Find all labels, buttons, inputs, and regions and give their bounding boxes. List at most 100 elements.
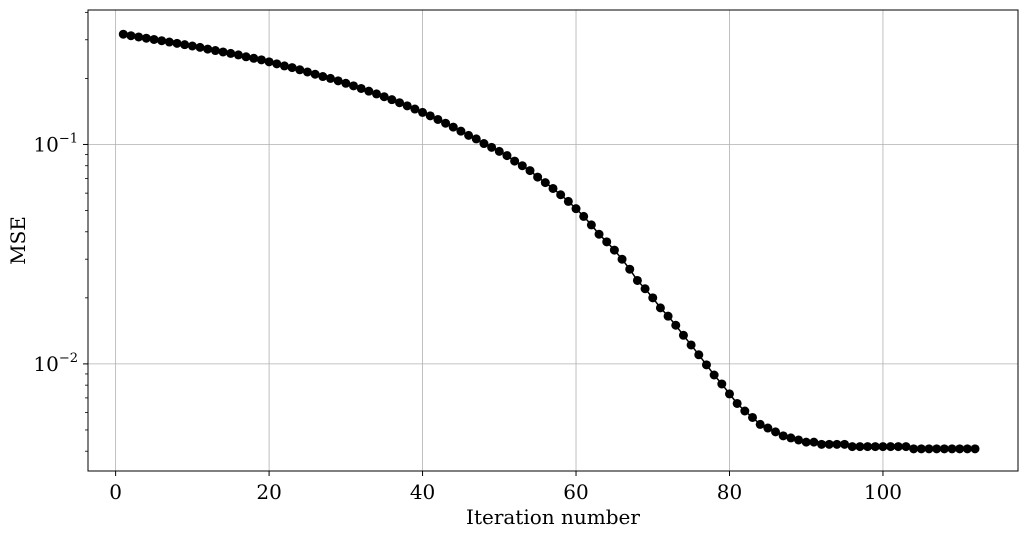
- data-point: [832, 439, 842, 449]
- data-point: [632, 275, 642, 285]
- data-point: [433, 114, 443, 124]
- data-point: [586, 220, 596, 230]
- data-point: [264, 57, 274, 67]
- data-point: [602, 237, 612, 247]
- data-point: [356, 83, 366, 93]
- data-point: [241, 52, 251, 62]
- data-point: [195, 42, 205, 52]
- data-point: [233, 50, 243, 60]
- data-point: [226, 48, 236, 58]
- data-point: [709, 370, 719, 380]
- data-point: [778, 431, 788, 441]
- y-axis-label: MSE: [6, 216, 30, 265]
- data-point: [732, 398, 742, 408]
- data-point: [878, 442, 888, 452]
- data-point: [924, 444, 934, 454]
- data-point: [678, 330, 688, 340]
- data-point: [325, 73, 335, 83]
- data-point: [686, 340, 696, 350]
- data-point: [318, 72, 328, 82]
- data-point: [763, 423, 773, 433]
- data-point: [118, 29, 128, 39]
- data-point: [164, 37, 174, 47]
- data-point: [203, 44, 213, 54]
- data-point: [755, 419, 765, 429]
- data-point: [571, 204, 581, 214]
- x-axis-ticks: 0 20 40 60 80 100: [109, 471, 902, 504]
- data-point: [870, 442, 880, 452]
- data-point: [149, 34, 159, 44]
- data-point: [579, 211, 589, 221]
- data-point: [272, 59, 282, 69]
- data-point: [824, 439, 834, 449]
- data-point: [279, 61, 289, 71]
- data-point: [387, 95, 397, 105]
- data-point: [517, 161, 527, 171]
- data-point: [540, 178, 550, 188]
- grid-lines: [88, 10, 1018, 471]
- data-point: [494, 146, 504, 156]
- data-point: [333, 76, 343, 86]
- data-point: [471, 134, 481, 144]
- mse-line: [123, 33, 976, 450]
- data-point: [134, 32, 144, 42]
- data-point: [410, 104, 420, 114]
- data-point: [724, 389, 734, 399]
- data-point: [456, 126, 466, 136]
- data-point: [533, 172, 543, 182]
- series-mse: [118, 29, 980, 454]
- data-point: [939, 444, 949, 454]
- data-point: [947, 444, 957, 454]
- data-point: [402, 101, 412, 111]
- x-tick-label: 100: [864, 480, 902, 504]
- data-point: [932, 444, 942, 454]
- data-point: [187, 41, 197, 51]
- y-axis-ticks: 10−1 10−2: [33, 131, 88, 376]
- data-point: [916, 444, 926, 454]
- data-point: [510, 156, 520, 166]
- data-point: [655, 303, 665, 313]
- data-point: [287, 63, 297, 73]
- data-point: [295, 65, 305, 75]
- data-point: [249, 53, 259, 63]
- data-point: [701, 360, 711, 370]
- x-tick-label: 60: [563, 480, 588, 504]
- data-point: [847, 442, 857, 452]
- data-point: [909, 444, 919, 454]
- data-point: [694, 350, 704, 360]
- x-tick-label: 80: [717, 480, 742, 504]
- data-point: [310, 69, 320, 79]
- data-point: [786, 433, 796, 443]
- plot-frame: [87, 9, 1019, 472]
- data-point: [771, 427, 781, 437]
- data-point: [801, 437, 811, 447]
- data-point: [548, 183, 558, 193]
- data-point: [663, 311, 673, 321]
- data-point: [487, 142, 497, 152]
- data-point: [794, 435, 804, 445]
- data-point: [893, 442, 903, 452]
- y-tick-label: 10−2: [33, 351, 78, 376]
- data-point: [348, 81, 358, 91]
- data-point: [395, 98, 405, 108]
- data-point: [302, 67, 312, 77]
- data-point: [563, 196, 573, 206]
- data-point: [256, 55, 266, 65]
- data-point: [962, 444, 972, 454]
- data-point: [210, 46, 220, 56]
- data-point: [955, 444, 965, 454]
- data-point: [479, 139, 489, 149]
- data-point: [464, 130, 474, 140]
- data-point: [617, 254, 627, 264]
- data-point: [671, 320, 681, 330]
- data-point: [441, 118, 451, 128]
- data-point: [218, 47, 228, 57]
- data-point: [970, 444, 980, 454]
- data-point: [817, 439, 827, 449]
- y-tick-label: 10−1: [33, 131, 78, 156]
- data-point: [901, 442, 911, 452]
- data-point: [809, 437, 819, 447]
- data-point: [609, 245, 619, 255]
- data-point: [594, 229, 604, 239]
